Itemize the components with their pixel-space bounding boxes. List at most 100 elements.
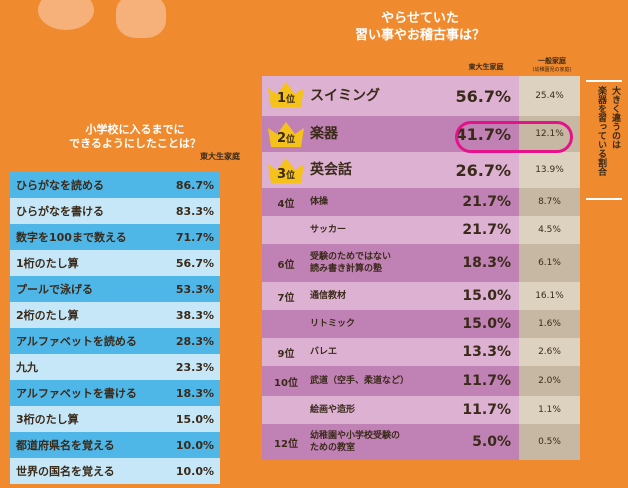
todai-value: 5.0% [472,434,511,450]
left-row-label: 数字を100まで数える [16,231,127,244]
illustration-right [116,0,166,38]
left-row-label: 世界の国名を覚える [16,465,115,478]
left-row-label: 九九 [16,361,38,374]
crown-icon: 2位 [266,120,306,148]
general-value: 8.7% [519,188,580,216]
left-row-value: 18.3% [175,386,214,400]
rank-label: 2位 [262,116,310,152]
left-table: ひらがなを読める 86.7% ひらがなを書ける 83.3% 数字を100まで数える 71.… [10,172,220,484]
left-table-row: 都道府県名を覚える 10.0% [10,432,220,458]
ranking-row: 3位 英会話 26.7% 13.9% [262,152,580,188]
column-header-general: 一般家庭 (幼稚園児の家庭) [532,57,572,73]
left-row-value: 23.3% [175,360,214,374]
left-table-row: 1桁のたし算 56.7% [10,250,220,276]
ranking-row: 7位 通信教材 15.0% 16.1% [262,282,580,310]
ranking-row: 絵画や造形 11.7% 1.1% [262,396,580,424]
ranking-row: 12位 幼稚園や小学校受験の ための教室 5.0% 0.5% [262,424,580,460]
rank-label: 7位 [277,292,295,304]
rank-number: 3 [276,167,287,182]
left-row-label: プールで泳げる [16,283,93,296]
activity-label: リトミック [310,319,356,329]
activity-label: バレエ [310,347,338,357]
activity-label: 絵画や造形 [310,405,356,415]
left-title: 小学校に入るまでに できるようにしたことは？ [69,123,201,150]
left-row-label: 2桁のたし算 [16,309,79,322]
left-row-value: 10.0% [175,464,214,478]
ranking-row: 1位 スイミング 56.7% 25.4% [262,76,580,116]
ranking-row: サッカー 21.7% 4.5% [262,216,580,244]
activity-label: スイミング [310,88,380,104]
todai-value: 11.7% [462,373,511,389]
rank-label: 6位 [277,259,295,271]
left-table-row: 九九 23.3% [10,354,220,380]
ranking-main: 7位 通信教材 15.0% [262,282,519,310]
ranking-main: 3位 英会話 26.7% [262,152,519,188]
rank-label: 4位 [277,198,295,210]
left-row-value: 15.0% [175,412,214,426]
left-row-label: 1桁のたし算 [16,257,79,270]
left-table-row: アルファベットを読める 28.3% [10,328,220,354]
left-row-value: 83.3% [175,204,214,218]
rank-label: 1位 [262,76,310,116]
general-value: 16.1% [519,282,580,310]
left-row-value: 28.3% [175,334,214,348]
todai-value: 18.3% [462,255,511,271]
left-table-row: 数字を100まで数える 71.7% [10,224,220,250]
left-row-label: アルファベットを読める [16,335,137,348]
ranking-main: 10位 武道（空手、柔道など） 11.7% [262,366,519,396]
rank-number: 1 [276,91,287,106]
ranking-main: 4位 体操 21.7% [262,188,519,216]
general-value: 0.5% [519,424,580,460]
general-value: 13.9% [519,152,580,188]
rank-label: 3位 [262,152,310,188]
ranking-row: 10位 武道（空手、柔道など） 11.7% 2.0% [262,366,580,396]
ranking-main: 1位 スイミング 56.7% [262,76,519,116]
activity-label: 武道（空手、柔道など） [310,376,410,386]
activity-label: 受験のためではない 読み書き計算の塾 [310,252,392,274]
general-value: 25.4% [519,76,580,116]
todai-value: 56.7% [455,86,511,106]
activity-label: 体操 [310,197,329,207]
todai-value: 21.7% [462,194,511,210]
right-title: やらせていた 習い事やお稽古事は？ [354,11,485,43]
general-value: 1.1% [519,396,580,424]
ranking-row: リトミック 15.0% 1.6% [262,310,580,338]
rank-label: 10位 [274,377,298,389]
rank-suffix: 位 [286,135,296,145]
todai-value: 11.7% [462,402,511,418]
left-table-row: アルファベットを書ける 18.3% [10,380,220,406]
activity-label: 幼稚園や小学校受験の ための教室 [310,431,401,453]
general-value: 1.6% [519,310,580,338]
highlight-oval [455,121,573,153]
illustration-left [38,0,94,30]
side-note: 大きく違うのは 楽器を習っている割合 [586,80,622,200]
left-table-row: プールで泳げる 53.3% [10,276,220,302]
left-table-row: ひらがなを読める 86.7% [10,172,220,198]
left-row-value: 53.3% [175,282,214,296]
ranking-row: 4位 体操 21.7% 8.7% [262,188,580,216]
left-row-label: ひらがなを読める [16,179,104,192]
left-table-row: 世界の国名を覚える 10.0% [10,458,220,484]
left-subtitle: 東大生家庭 [200,152,240,161]
left-row-value: 10.0% [175,438,214,452]
rank-suffix: 位 [286,171,296,181]
ranking-main: リトミック 15.0% [262,310,519,338]
general-value: 6.1% [519,244,580,282]
ranking-row: 9位 バレエ 13.3% 2.6% [262,338,580,366]
left-table-row: 3桁のたし算 15.0% [10,406,220,432]
general-value: 4.5% [519,216,580,244]
left-row-value: 38.3% [175,308,214,322]
crown-icon: 1位 [266,80,306,108]
left-row-label: ひらがなを書ける [16,205,104,218]
rank-number: 2 [276,131,287,146]
todai-value: 13.3% [462,344,511,360]
ranking-main: 9位 バレエ 13.3% [262,338,519,366]
left-row-label: 都道府県名を覚える [16,439,115,452]
left-row-label: アルファベットを書ける [16,387,137,400]
ranking-main: 絵画や造形 11.7% [262,396,519,424]
left-table-row: ひらがなを書ける 83.3% [10,198,220,224]
general-value: 2.6% [519,338,580,366]
todai-value: 15.0% [462,316,511,332]
left-table-row: 2桁のたし算 38.3% [10,302,220,328]
left-row-value: 56.7% [175,256,214,270]
